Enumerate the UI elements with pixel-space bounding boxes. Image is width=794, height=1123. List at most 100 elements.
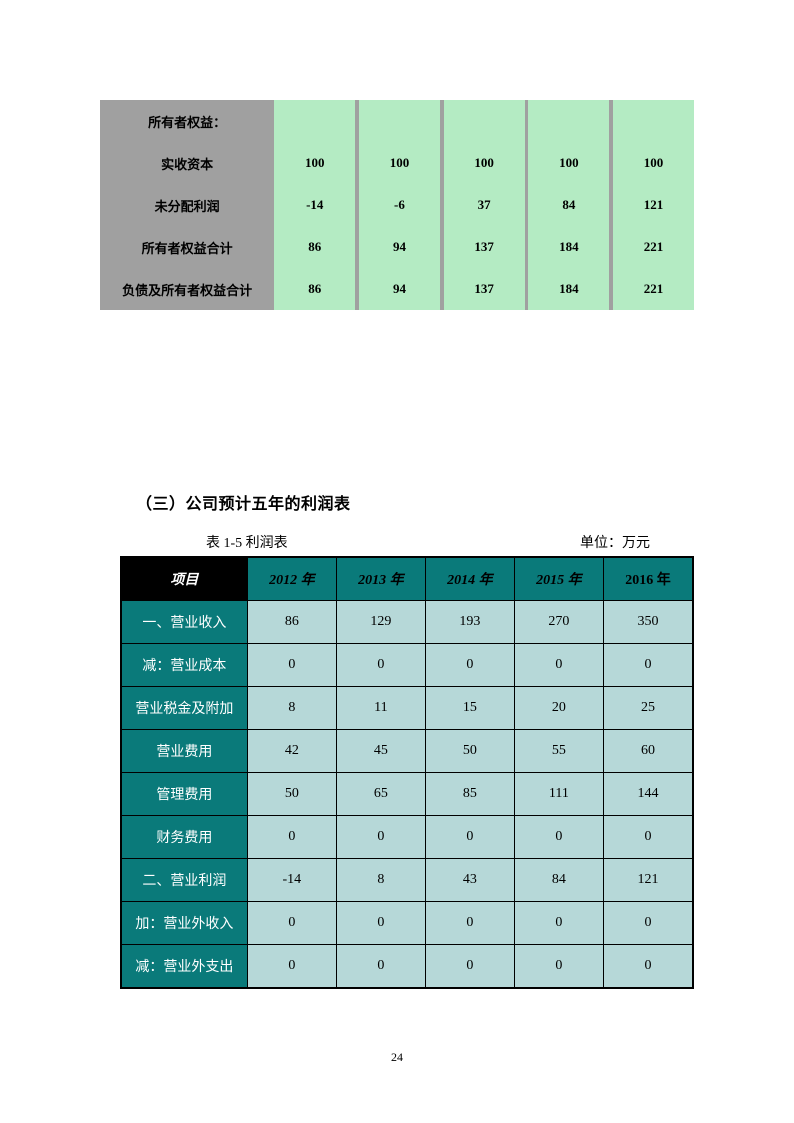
- cell: -14: [247, 859, 336, 902]
- cell: 84: [528, 184, 609, 226]
- header-year: 2014 年: [425, 557, 514, 601]
- cell: 94: [359, 268, 440, 310]
- cell: 85: [425, 773, 514, 816]
- cell: 42: [247, 730, 336, 773]
- row-label: 实收资本: [100, 142, 274, 184]
- cell: 60: [603, 730, 693, 773]
- cell: 86: [274, 226, 355, 268]
- cell: 50: [247, 773, 336, 816]
- table-row: 一、营业收入86129193270350: [121, 601, 693, 644]
- header-year: 2015 年: [514, 557, 603, 601]
- cell: [444, 100, 525, 142]
- row-label: 所有者权益合计: [100, 226, 274, 268]
- cell: 221: [613, 268, 694, 310]
- table-row: 减：营业外支出00000: [121, 945, 693, 989]
- cell: 11: [336, 687, 425, 730]
- cell: 15: [425, 687, 514, 730]
- cell: [274, 100, 355, 142]
- row-label: 所有者权益：: [100, 100, 274, 142]
- header-year: 2016 年: [603, 557, 693, 601]
- profit-table-head: 项目2012 年2013 年2014 年2015 年2016 年: [121, 557, 693, 601]
- caption-right: 单位：万元: [580, 532, 650, 552]
- profit-table: 项目2012 年2013 年2014 年2015 年2016 年 一、营业收入8…: [120, 556, 694, 989]
- cell: 0: [336, 816, 425, 859]
- table-row: 营业费用4245505560: [121, 730, 693, 773]
- cell: 0: [603, 816, 693, 859]
- header-year: 2012 年: [247, 557, 336, 601]
- table-row: 财务费用00000: [121, 816, 693, 859]
- cell: 100: [613, 142, 694, 184]
- table-row: 所有者权益合计8694137184221: [100, 226, 694, 268]
- cell: 43: [425, 859, 514, 902]
- row-label: 营业费用: [121, 730, 247, 773]
- cell: 0: [603, 644, 693, 687]
- cell: 0: [514, 945, 603, 989]
- cell: 8: [336, 859, 425, 902]
- cell: 0: [514, 902, 603, 945]
- cell: 100: [359, 142, 440, 184]
- equity-table: 所有者权益：实收资本100100100100100未分配利润-14-637841…: [100, 100, 694, 310]
- cell: -6: [359, 184, 440, 226]
- cell: 0: [514, 644, 603, 687]
- cell: 0: [247, 902, 336, 945]
- table-row: 营业税金及附加811152025: [121, 687, 693, 730]
- cell: 8: [247, 687, 336, 730]
- cell: 111: [514, 773, 603, 816]
- cell: 270: [514, 601, 603, 644]
- table-row: 管理费用506585111144: [121, 773, 693, 816]
- row-label: 负债及所有者权益合计: [100, 268, 274, 310]
- cell: 45: [336, 730, 425, 773]
- row-label: 二、营业利润: [121, 859, 247, 902]
- page-number: 24: [0, 1050, 794, 1065]
- cell: 84: [514, 859, 603, 902]
- row-label: 营业税金及附加: [121, 687, 247, 730]
- cell: 350: [603, 601, 693, 644]
- table-row: 所有者权益：: [100, 100, 694, 142]
- table-row: 未分配利润-14-63784121: [100, 184, 694, 226]
- cell: 0: [425, 816, 514, 859]
- cell: 55: [514, 730, 603, 773]
- cell: [528, 100, 609, 142]
- row-label: 加：营业外收入: [121, 902, 247, 945]
- cell: 0: [603, 945, 693, 989]
- row-label: 减：营业成本: [121, 644, 247, 687]
- section-heading: （三）公司预计五年的利润表: [136, 490, 694, 514]
- cell: 0: [247, 945, 336, 989]
- row-label: 减：营业外支出: [121, 945, 247, 989]
- row-label: 财务费用: [121, 816, 247, 859]
- cell: 0: [336, 644, 425, 687]
- cell: 20: [514, 687, 603, 730]
- table-row: 加：营业外收入00000: [121, 902, 693, 945]
- table-row: 二、营业利润-1484384121: [121, 859, 693, 902]
- cell: 86: [274, 268, 355, 310]
- cell: 221: [613, 226, 694, 268]
- cell: 137: [444, 268, 525, 310]
- cell: 129: [336, 601, 425, 644]
- cell: [613, 100, 694, 142]
- table2-caption: 表 1-5 利润表 单位：万元: [206, 532, 650, 552]
- cell: 37: [444, 184, 525, 226]
- header-year: 2013 年: [336, 557, 425, 601]
- cell: 0: [247, 816, 336, 859]
- row-label: 未分配利润: [100, 184, 274, 226]
- cell: 100: [274, 142, 355, 184]
- cell: 0: [425, 644, 514, 687]
- cell: 100: [444, 142, 525, 184]
- cell: 0: [514, 816, 603, 859]
- cell: 0: [247, 644, 336, 687]
- cell: 137: [444, 226, 525, 268]
- cell: 0: [603, 902, 693, 945]
- cell: 184: [528, 268, 609, 310]
- cell: 50: [425, 730, 514, 773]
- caption-left: 表 1-5 利润表: [206, 532, 288, 552]
- cell: 0: [425, 902, 514, 945]
- cell: 0: [336, 945, 425, 989]
- row-label: 一、营业收入: [121, 601, 247, 644]
- cell: [359, 100, 440, 142]
- cell: 94: [359, 226, 440, 268]
- cell: 121: [603, 859, 693, 902]
- cell: 184: [528, 226, 609, 268]
- profit-table-body: 一、营业收入86129193270350减：营业成本00000营业税金及附加81…: [121, 601, 693, 989]
- cell: 121: [613, 184, 694, 226]
- table-header-row: 项目2012 年2013 年2014 年2015 年2016 年: [121, 557, 693, 601]
